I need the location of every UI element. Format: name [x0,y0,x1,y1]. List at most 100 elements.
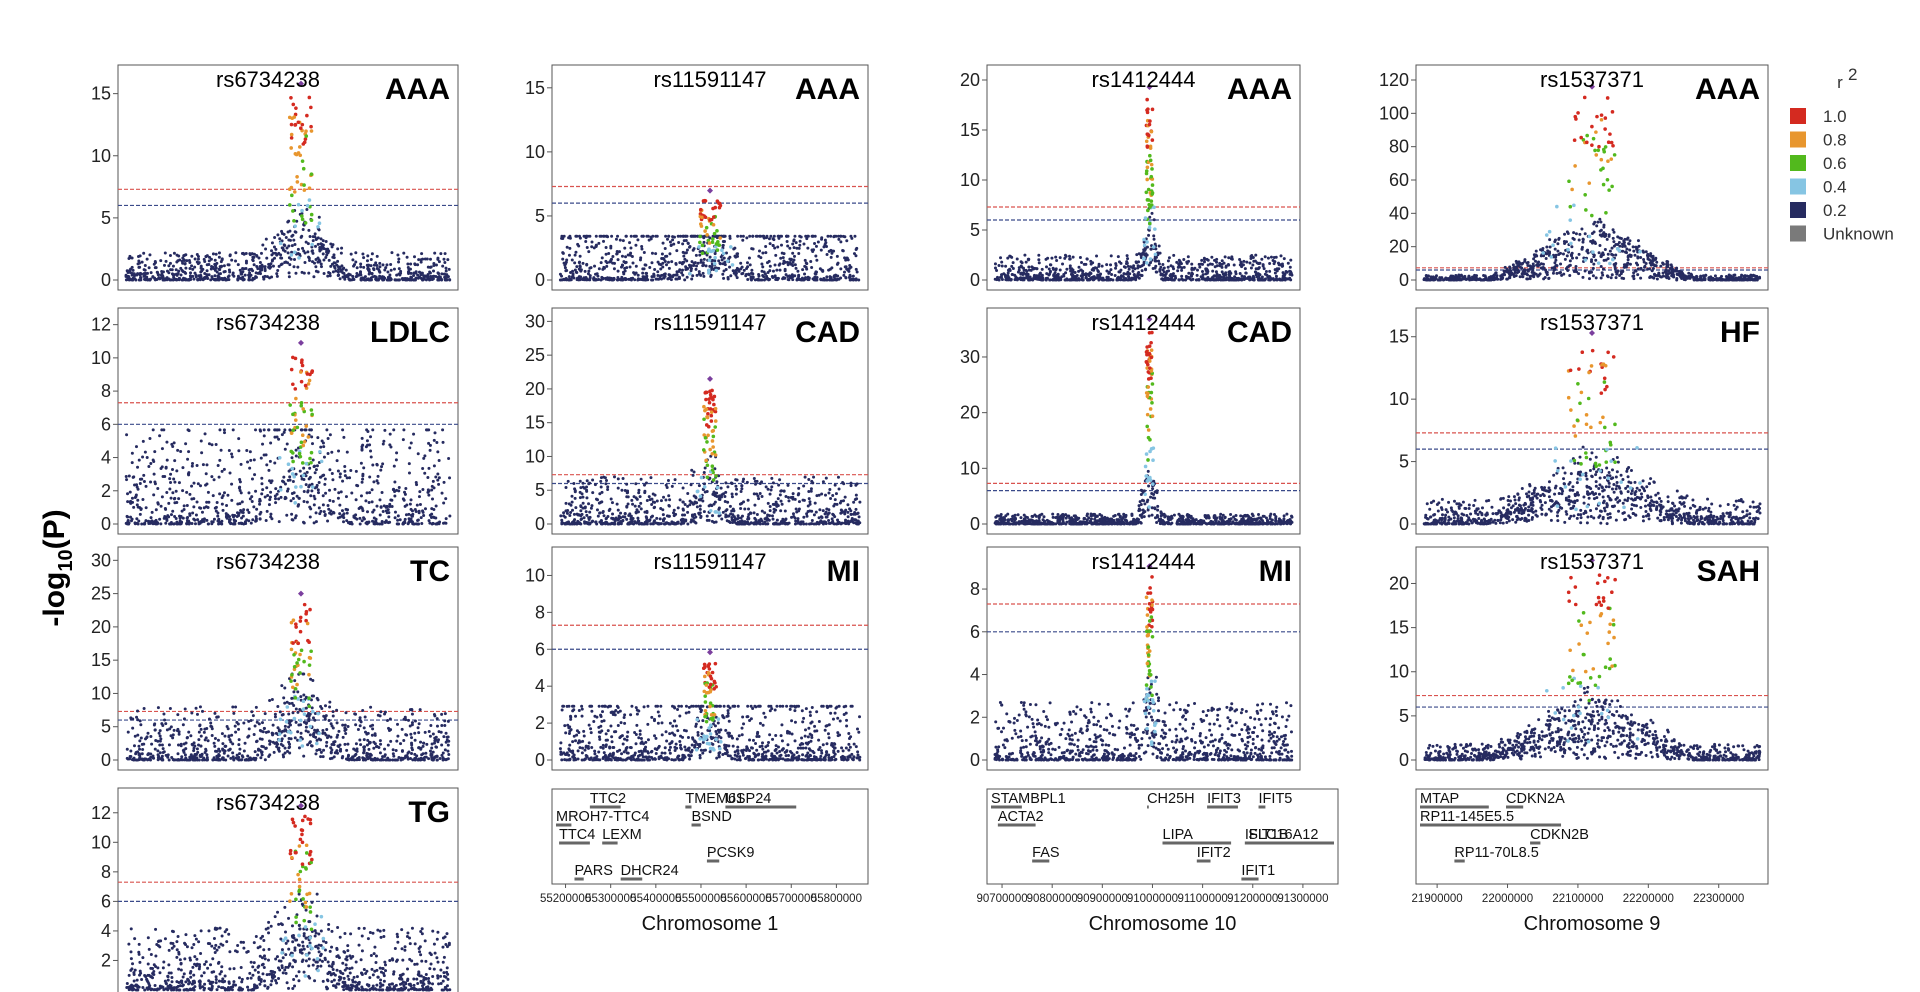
snp-point [427,976,431,980]
snp-point [266,730,270,734]
snp-point [364,499,368,503]
snp-point [215,948,219,952]
snp-point [152,472,156,476]
snp-point [132,505,136,509]
snp-point [297,746,301,750]
snp-point [418,490,422,494]
snp-point [797,246,801,250]
snp-point [261,488,265,492]
snp-point [200,451,204,455]
snp-point [153,747,157,751]
snp-point [137,259,141,263]
snp-point [561,236,565,240]
snp-point [267,428,271,432]
snp-point [302,489,306,493]
snp-point [136,254,140,258]
snp-point [413,962,417,966]
snp-point [390,504,394,508]
snp-point [776,276,780,280]
snp-point [327,927,331,931]
snp-point [237,738,241,742]
snp-point [126,500,130,504]
snp-point [439,981,443,985]
snp-point [410,752,414,756]
snp-point [167,271,171,275]
snp-point [299,695,303,699]
snp-point [130,461,134,465]
snp-point [232,967,236,971]
ld-snp-point [302,188,307,192]
snp-point [400,977,404,981]
snp-point [366,937,370,941]
ld-snp-point [711,215,716,219]
snp-point [830,251,834,255]
ld-snp-point [700,243,705,248]
ld-snp-point [296,657,301,662]
snp-point [690,277,694,281]
snp-point [319,265,323,269]
snp-point [623,269,627,273]
ld-snp-point [307,378,312,383]
snp-point [241,755,245,759]
snp-point [242,946,246,950]
snp-point [365,988,369,992]
snp-point [570,258,574,262]
snp-point [447,941,451,945]
snp-point [244,266,248,270]
snp-point [370,271,374,275]
ld-snp-point [304,905,309,909]
snp-point [442,480,446,484]
ld-snp-point [293,224,297,228]
lead-snp-marker [297,80,304,87]
snp-point [365,439,369,443]
snp-point [284,953,288,957]
snp-point [214,975,218,979]
snp-point [592,246,596,250]
ld-snp-point [299,401,304,405]
snp-point [589,266,593,270]
snp-point [373,945,377,949]
snp-point [321,979,325,983]
snp-point [207,262,211,266]
snp-point [428,967,432,971]
snp-point [394,748,398,752]
ld-snp-point [304,134,309,138]
snp-point [211,277,215,281]
snp-point [850,277,854,281]
snp-point [764,277,768,281]
snp-point [137,952,141,956]
snp-point [779,243,783,247]
snp-point [280,229,284,233]
snp-point [307,974,311,978]
snp-point [218,492,222,496]
snp-point [331,270,335,274]
snp-point [665,237,669,241]
snp-point [642,250,646,254]
snp-point [235,720,239,724]
snp-point [396,518,400,522]
snp-point [574,234,578,238]
snp-point [854,277,858,281]
ld-snp-point [299,440,304,445]
snp-point [230,452,234,456]
snp-point [604,252,608,256]
snp-point [249,988,253,992]
ld-snp-point [289,449,294,454]
ld-snp-point [700,215,704,220]
snp-point [147,522,151,526]
snp-point [810,234,814,238]
snp-point [132,744,136,748]
snp-point [293,257,297,261]
snp-point [398,988,402,992]
snp-point [761,265,765,269]
snp-point [159,522,163,526]
snp-point [282,232,286,236]
snp-point [434,504,438,508]
ld-snp-point [299,126,303,131]
snp-point [333,487,337,491]
snp-point [181,256,185,260]
ld-snp-point [305,372,310,376]
snp-point [568,234,572,238]
snp-point [285,246,289,250]
